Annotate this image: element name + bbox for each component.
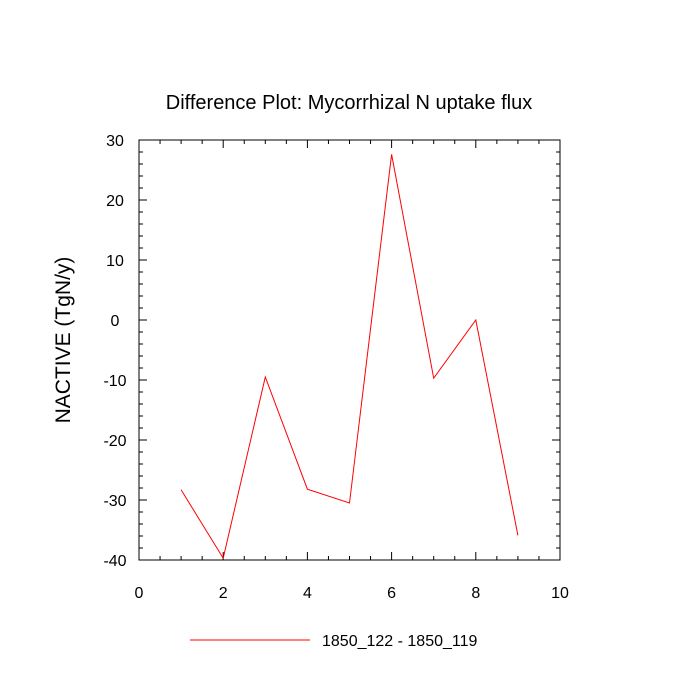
x-axis-ticks: 0 2 4 6 8 10 <box>135 140 569 602</box>
data-point <box>433 378 434 379</box>
data-point <box>349 502 350 503</box>
series-line <box>180 154 519 560</box>
legend: 1850_122 - 1850_119 <box>190 633 478 650</box>
x-tick-label: 8 <box>471 585 480 602</box>
y-tick-label: -20 <box>103 433 126 450</box>
chart-title: Difference Plot: Mycorrhizal N uptake fl… <box>166 92 532 114</box>
data-point <box>475 319 476 320</box>
y-tick-label: 20 <box>106 193 124 210</box>
legend-label: 1850_122 - 1850_119 <box>322 633 478 650</box>
y-tick-label: -10 <box>103 373 126 390</box>
y-tick-label: 10 <box>106 253 124 270</box>
x-minor-ticks <box>159 140 540 560</box>
y-minor-ticks <box>139 151 560 549</box>
y-tick-label: 30 <box>106 133 124 150</box>
series-group <box>180 154 519 560</box>
y-tick-label: 0 <box>111 313 120 330</box>
data-point <box>223 558 224 559</box>
data-point <box>181 489 182 490</box>
x-tick-label: 4 <box>303 585 312 602</box>
x-tick-label: 0 <box>135 585 144 602</box>
data-point <box>391 154 392 155</box>
x-tick-label: 2 <box>219 585 228 602</box>
data-point <box>307 489 308 490</box>
y-tick-label: -40 <box>103 553 126 570</box>
y-axis-ticks: -40 -30 -20 -10 0 10 20 30 <box>103 133 560 570</box>
y-axis-label: NACTIVE (TgN/y) <box>52 257 75 424</box>
x-tick-label: 10 <box>551 585 569 602</box>
x-tick-label: 6 <box>387 585 396 602</box>
data-point <box>265 376 266 377</box>
data-point <box>517 535 518 536</box>
plot-frame <box>138 139 561 561</box>
y-tick-label: -30 <box>103 493 126 510</box>
